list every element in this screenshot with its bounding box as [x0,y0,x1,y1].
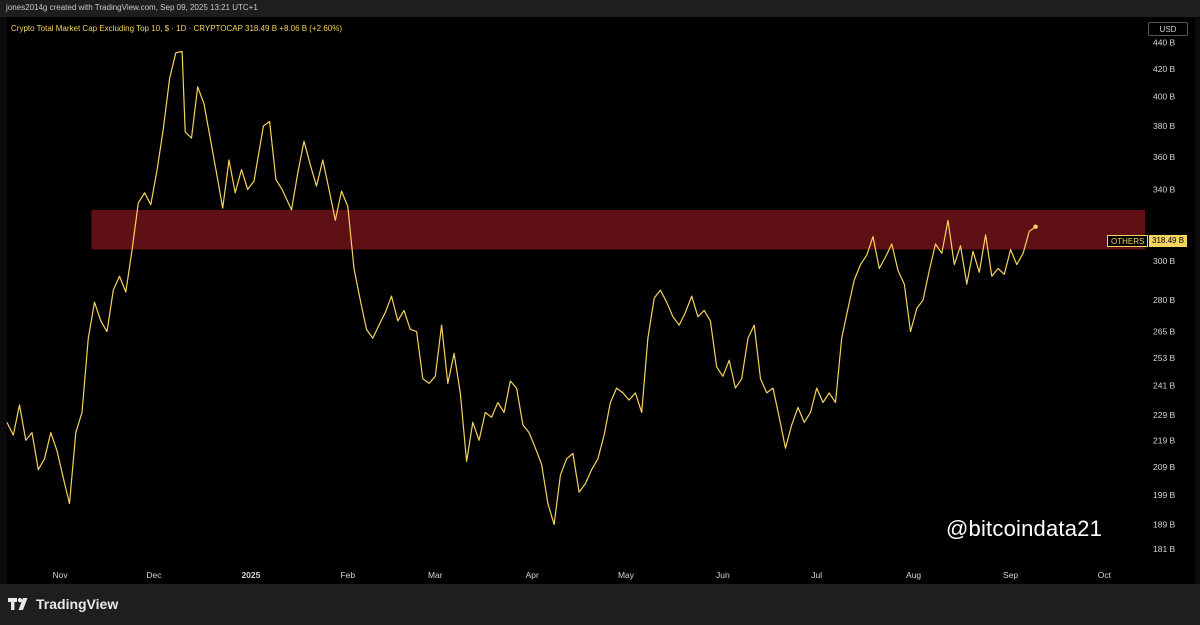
last-point [1033,224,1038,229]
symbol-label: OTHERS [1107,235,1149,247]
y-tick-label: 199 B [1153,490,1176,500]
x-tick-label: Jul [811,570,822,580]
top-bar: jones2014g created with TradingView.com,… [0,0,1200,17]
y-tick-label: 380 B [1153,121,1176,131]
y-tick-label: 209 B [1153,462,1176,472]
y-tick-label: 189 B [1153,519,1176,529]
x-tick-label: Mar [428,570,443,580]
y-tick-label: 340 B [1153,184,1176,194]
currency-selector[interactable]: USD [1148,22,1188,36]
x-tick-label: Dec [146,570,162,580]
chart-credit: jones2014g created with TradingView.com,… [6,3,258,12]
y-tick-label: 219 B [1153,435,1176,445]
chart-legend: Crypto Total Market Cap Excluding Top 10… [11,24,342,33]
x-tick-label: 2025 [241,570,260,580]
price-line [6,50,1036,525]
x-tick-label: Apr [526,570,539,580]
y-tick-label: 241 B [1153,381,1176,391]
watermark: @bitcoindata21 [946,516,1103,541]
tradingview-brand: TradingView [36,596,119,612]
y-tick-label: 440 B [1153,37,1176,47]
tradingview-logo-icon [8,598,30,610]
y-tick-label: 360 B [1153,152,1176,162]
footer-bar: TradingView [0,584,1200,625]
resistance-zone [91,209,1145,250]
tradingview-logo[interactable]: TradingView [8,596,118,612]
y-tick-label: 400 B [1153,92,1176,102]
x-tick-label: Jun [716,570,730,580]
x-tick-label: Aug [906,570,921,580]
x-tick-label: Feb [340,570,355,580]
y-tick-label: 229 B [1153,410,1176,420]
x-tick-label: Oct [1098,570,1112,580]
y-tick-label: 280 B [1153,295,1176,305]
x-tick-label: Sep [1003,570,1018,580]
y-tick-label: 300 B [1153,256,1176,266]
last-price-label: 318.49 B [1149,235,1188,247]
x-tick-label: May [618,570,635,580]
y-tick-label: 253 B [1153,353,1176,363]
x-tick-label: Nov [53,570,69,580]
y-tick-label: 420 B [1153,64,1176,74]
y-tick-label: 181 B [1153,544,1176,554]
y-tick-label: 265 B [1153,327,1176,337]
